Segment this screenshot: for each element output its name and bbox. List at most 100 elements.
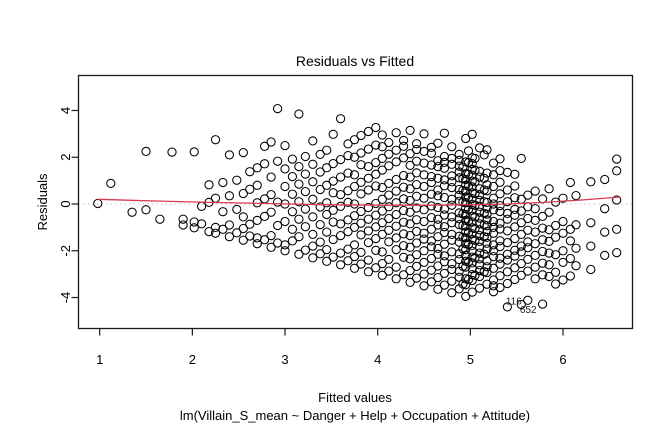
- data-point: [510, 204, 520, 215]
- data-point: [328, 252, 338, 262]
- data-point: [479, 173, 489, 183]
- data-point: [510, 169, 520, 179]
- data-point: [433, 214, 443, 224]
- data-point: [335, 219, 346, 229]
- data-point: [426, 265, 437, 275]
- data-point: [550, 279, 561, 289]
- data-point: [272, 220, 283, 231]
- data-point: [224, 150, 235, 160]
- data-point: [565, 253, 576, 264]
- data-point: [343, 168, 353, 178]
- data-point: [218, 224, 228, 234]
- data-point: [537, 235, 548, 245]
- data-point: [356, 189, 366, 199]
- data-point: [300, 245, 311, 255]
- data-point: [363, 126, 374, 137]
- data-point: [433, 156, 443, 166]
- data-point: [252, 215, 262, 226]
- data-point: [391, 274, 401, 284]
- data-point: [433, 138, 443, 148]
- data-point: [398, 170, 409, 181]
- data-point: [482, 267, 492, 278]
- data-point: [482, 145, 492, 155]
- data-point: [516, 218, 526, 228]
- data-point: [479, 150, 489, 160]
- x-tick-label: 4: [374, 352, 381, 367]
- data-point: [210, 135, 221, 145]
- data-point: [371, 210, 381, 220]
- data-point: [371, 245, 381, 255]
- data-point: [294, 249, 304, 259]
- data-point: [419, 205, 429, 215]
- data-point: [363, 255, 374, 265]
- data-point: [447, 142, 457, 152]
- data-point: [571, 243, 581, 253]
- data-point: [523, 243, 533, 253]
- data-point: [426, 177, 437, 188]
- data-point: [328, 129, 338, 139]
- data-point: [391, 221, 401, 231]
- data-point: [335, 248, 346, 258]
- data-point: [272, 156, 283, 166]
- data-point: [141, 146, 151, 157]
- data-point: [377, 142, 387, 152]
- data-point: [266, 207, 276, 217]
- data-point: [454, 219, 464, 230]
- data-point: [488, 240, 499, 250]
- data-point: [210, 193, 221, 203]
- data-point: [612, 195, 622, 205]
- data-point: [419, 193, 429, 203]
- data-point: [565, 236, 576, 246]
- data-point: [377, 153, 387, 164]
- data-point: [238, 235, 248, 245]
- data-point: [411, 238, 422, 248]
- data-point: [245, 231, 255, 241]
- data-point: [398, 205, 409, 216]
- data-point: [474, 172, 485, 182]
- data-point: [488, 275, 499, 285]
- data-point: [502, 208, 513, 219]
- data-point: [488, 222, 499, 233]
- data-point: [245, 184, 255, 194]
- data-point: [349, 251, 360, 262]
- data-point: [405, 219, 415, 229]
- data-point: [488, 158, 499, 168]
- data-point: [419, 146, 429, 157]
- data-point: [439, 151, 450, 162]
- data-point: [398, 240, 409, 251]
- x-axis-label: Fitted values: [318, 390, 392, 405]
- data-point: [308, 253, 318, 263]
- data-point: [300, 186, 311, 197]
- data-point: [245, 167, 255, 177]
- data-point: [516, 153, 526, 164]
- data-point: [384, 266, 394, 276]
- x-tick-label: 3: [281, 352, 288, 367]
- data-point: [439, 251, 450, 261]
- data-point: [280, 240, 290, 250]
- data-point: [411, 139, 422, 149]
- data-point: [426, 242, 437, 252]
- data-point: [356, 259, 366, 269]
- data-point: [335, 260, 346, 270]
- data-point: [391, 198, 401, 208]
- data-point: [447, 229, 457, 240]
- data-point: [495, 177, 505, 187]
- data-point: [502, 167, 513, 178]
- data-point: [558, 246, 568, 256]
- data-point: [433, 202, 443, 213]
- data-point: [537, 258, 548, 268]
- data-point: [537, 246, 548, 257]
- y-tick-label: -4: [58, 292, 73, 304]
- data-point: [433, 220, 443, 230]
- data-point: [523, 213, 533, 224]
- data-point: [433, 232, 443, 242]
- data-point: [488, 216, 499, 227]
- data-point: [315, 237, 325, 247]
- data-point: [461, 221, 471, 231]
- data-point: [474, 189, 485, 200]
- data-point: [461, 198, 471, 208]
- x-tick-label: 5: [467, 352, 474, 367]
- data-point: [516, 206, 526, 216]
- data-point: [488, 287, 499, 297]
